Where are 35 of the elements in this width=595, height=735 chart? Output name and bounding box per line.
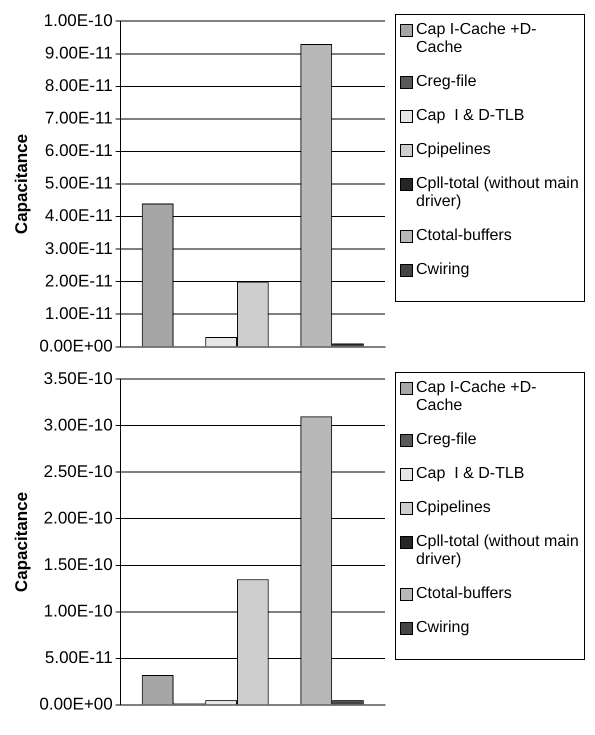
legend-label: Creg-file [416,431,476,449]
y-tick-label: 1.00E-10 [44,10,113,30]
y-tick-label: 0.00E+00 [39,694,113,714]
legend-label: Creg-file [416,73,476,91]
y-tick-label: 5.00E-11 [44,174,113,193]
y-axis-title: Capacitance [12,492,31,592]
y-tick-label: 0.00E+00 [39,336,113,356]
y-tick-label: 2.00E-11 [44,271,113,290]
legend-label: Cpll-total (without main driver) [416,175,580,211]
legend-label: Cap I-Cache +D-Cache [416,379,538,415]
legend-label: Cpipelines [416,499,491,517]
legend-label: Ctotal-buffers [416,227,512,245]
legend-label: Cwiring [416,261,470,279]
legend-label: Cap I & D-TLB [416,107,524,125]
y-tick-label: 2.50E-10 [44,462,113,481]
y-tick-label: 7.00E-11 [44,108,113,128]
y-tick-label: 3.50E-10 [44,368,113,388]
y-tick-label: 4.00E-11 [44,206,113,226]
legend-label: Cap I & D-TLB [416,465,524,483]
y-tick-label: 2.00E-10 [44,508,113,528]
y-tick-label: 1.50E-10 [44,554,113,574]
y-tick-label: 1.00E-10 [44,601,113,620]
legend-label: Cpipelines [416,141,491,159]
y-tick-label: 3.00E-10 [44,415,113,434]
legend-label: Ctotal-buffers [416,585,512,603]
y-axis-title: Capacitance [12,134,31,234]
y-tick-label: 5.00E-11 [44,648,113,667]
y-tick-label: 3.00E-11 [44,238,113,258]
y-tick-label: 8.00E-11 [44,76,113,96]
legend-label: Cpll-total (without main driver) [416,533,580,569]
legend-label: Cap I-Cache +D-Cache [416,21,538,57]
y-tick-label: 6.00E-11 [44,141,113,160]
legend-label: Cwiring [416,619,470,637]
y-tick-label: 9.00E-11 [44,43,113,62]
y-tick-label: 1.00E-11 [44,304,113,323]
